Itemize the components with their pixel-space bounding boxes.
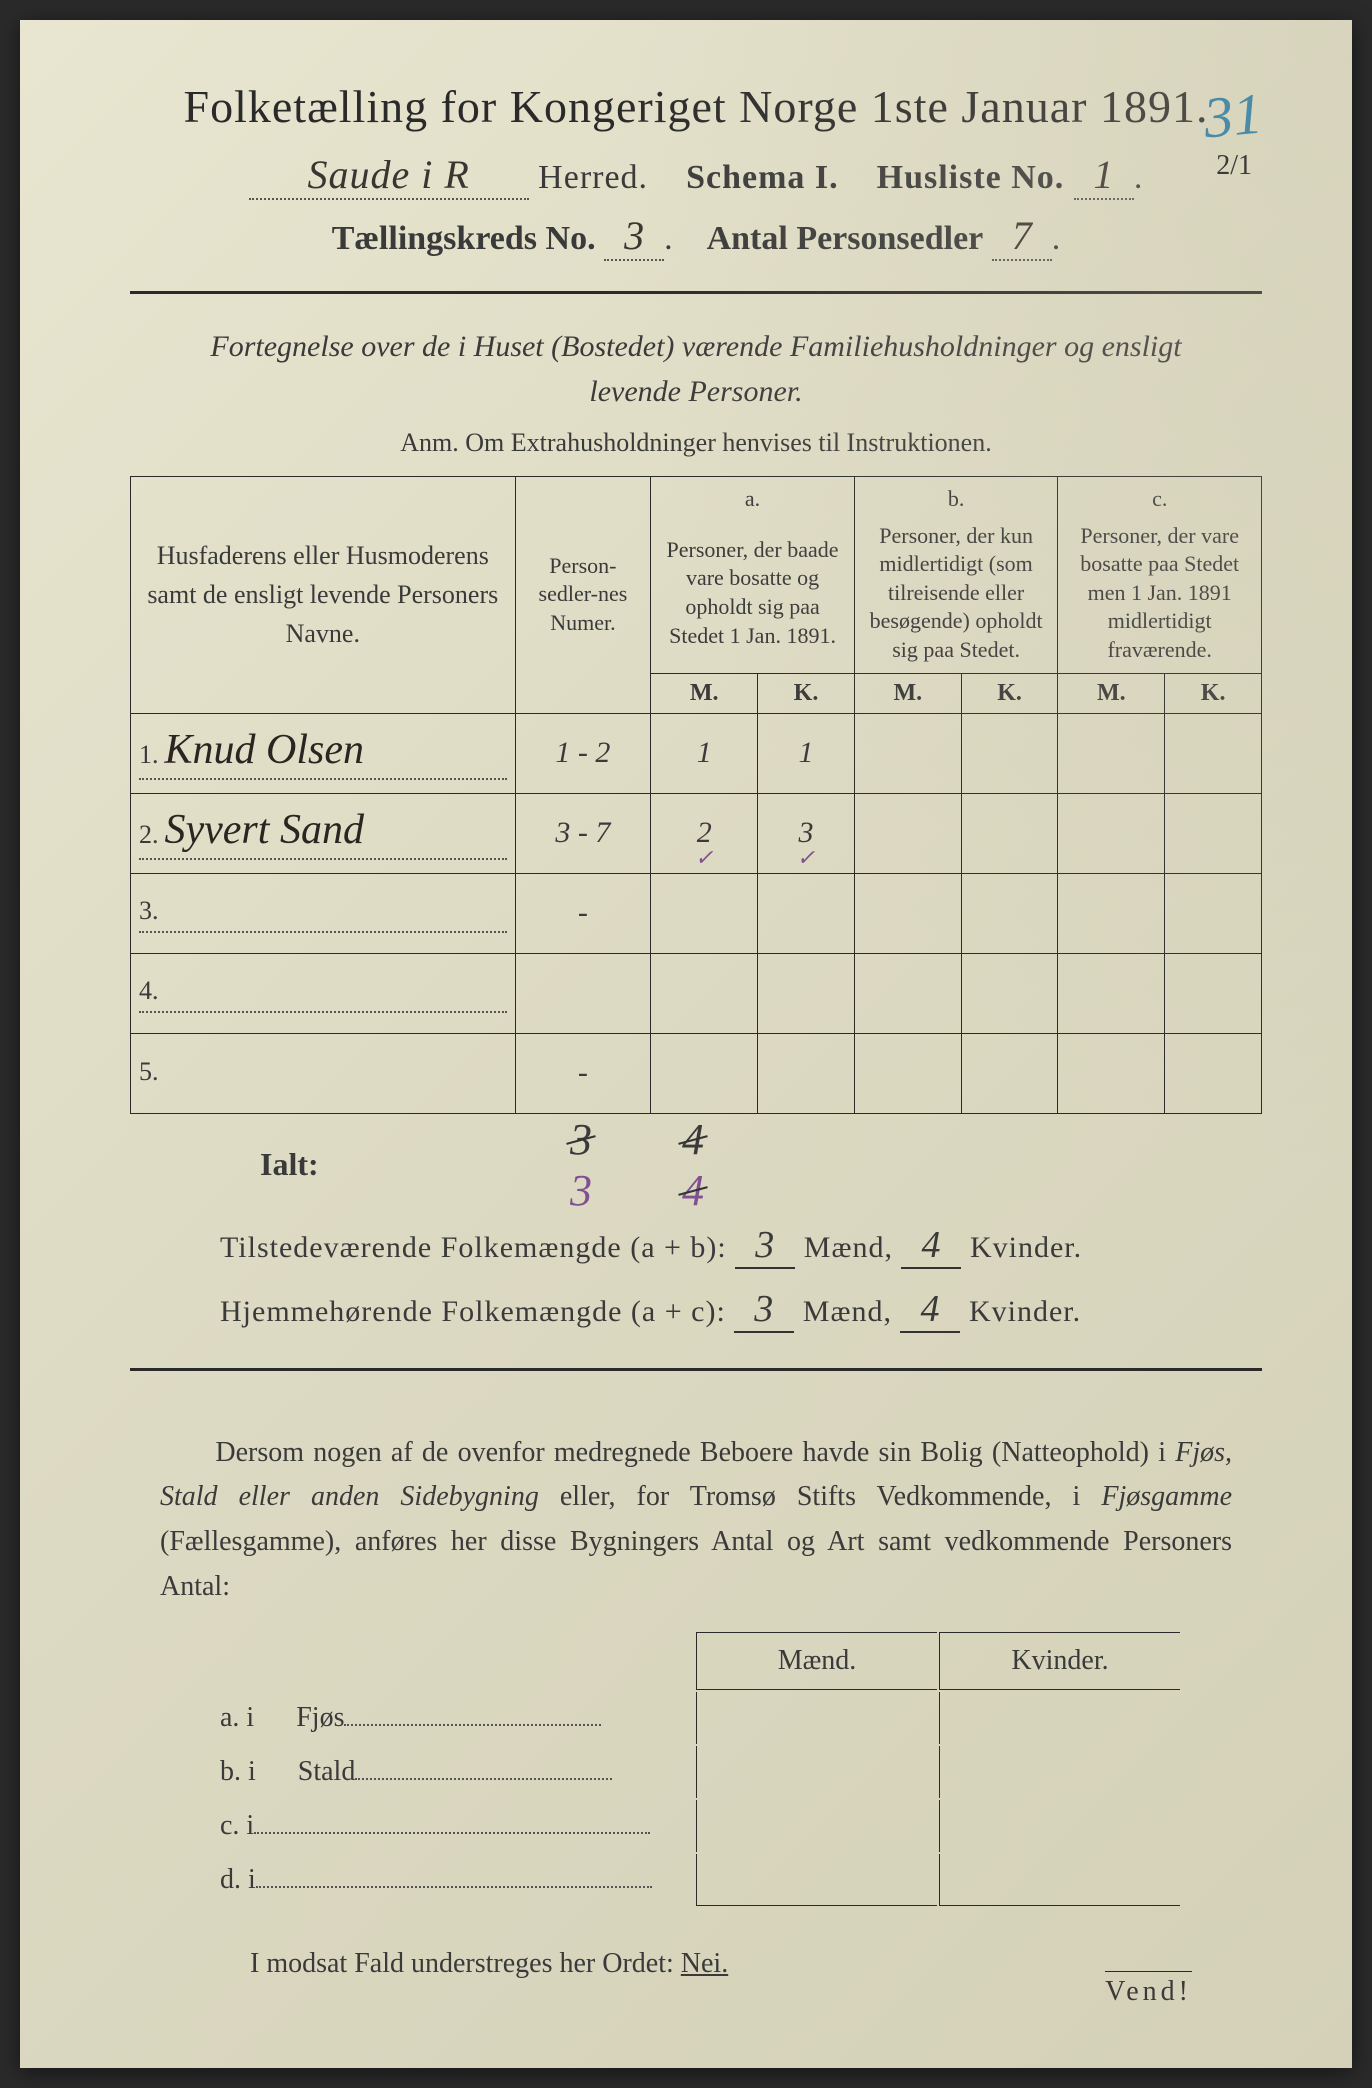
header-num-col: Person-sedler-nes Numer. [515,477,651,714]
census-page: 31 2/1 Folketælling for Kongeriget Norge… [20,20,1352,2068]
fraction-annotation: 2/1 [1216,150,1252,182]
header-col-b-label: b. [854,477,1058,514]
vend-label: Vend! [1105,1971,1192,2008]
row-3-ck [1165,873,1262,953]
row-1-ck [1165,713,1262,793]
bottom-table-row-d: d. i [212,1854,1180,1906]
row-1-bk [961,713,1058,793]
table-row: 1.Knud Olsen 1 - 2 1 1 [131,713,1262,793]
col-c-k: K. [1165,673,1262,713]
row-4-sedler [515,953,651,1033]
husliste-label: Husliste No. [877,159,1065,196]
row-4-bk [961,953,1058,1033]
row-4-name: 4. [131,953,516,1033]
table-row: 3. - [131,873,1262,953]
row-4-bm [854,953,961,1033]
row-5-sedler: - [515,1033,651,1113]
table-row: 2.Syvert Sand 3 - 7 2✓ 3✓ [131,793,1262,873]
herred-label: Herred. [538,159,648,196]
row-1-am: 1 [651,713,758,793]
summary-1-k: 4 [901,1223,961,1269]
col-b-k: K. [961,673,1058,713]
row-3-ak [758,873,855,953]
row-4-am [651,953,758,1033]
col-b-m: M. [854,673,961,713]
col-a-m: M. [651,673,758,713]
row-4-cm [1058,953,1165,1033]
row-3-cm [1058,873,1165,953]
row-5-bm [854,1033,961,1113]
anm-text: Anm. Om Extrahusholdninger henvises til … [130,428,1262,458]
row-2-sedler: 3 - 7 [515,793,651,873]
row-2-cm [1058,793,1165,873]
col-a-k: K. [758,673,855,713]
schema-label: Schema I. [686,159,839,196]
row-2-ak: 3✓ [758,793,855,873]
kvinder-header: Kvinder. [939,1632,1180,1690]
kreds-value: 3 [604,212,664,261]
header-col-c-desc: Personer, der vare bosatte paa Stedet me… [1058,514,1262,673]
personsedler-label: Antal Personsedler [707,220,984,257]
summary-2-k: 4 [900,1287,960,1333]
header-col-b-desc: Personer, der kun midlertidigt (som tilr… [854,514,1058,673]
bottom-table-row-b: b. i Stald [212,1746,1180,1798]
summary-line-2: Hjemmehørende Folkemængde (a + c): 3 Mæn… [130,1287,1262,1333]
subtitle-line-2: Tællingskreds No. 3. Antal Personsedler … [130,212,1262,261]
personsedler-value: 7 [992,212,1052,261]
row-3-sedler: - [515,873,651,953]
total-ak: 4 4 [682,1114,704,1216]
row-3-bk [961,873,1058,953]
row-3-name: 3. [131,873,516,953]
total-am: 3 3 [570,1114,592,1216]
row-2-am: 2✓ [651,793,758,873]
nei-word: Nei. [681,1948,728,1979]
subtitle-line-1: Saude i R Herred. Schema I. Husliste No.… [130,151,1262,200]
row-1-sedler: 1 - 2 [515,713,651,793]
row-4-ck [1165,953,1262,1033]
bottom-table-header: Mænd. Kvinder. [212,1632,1180,1690]
row-5-cm [1058,1033,1165,1113]
header-name-col: Husfaderens eller Husmoderens samt de en… [131,477,516,714]
row-2-ck [1165,793,1262,873]
row-2-bk [961,793,1058,873]
row-5-ak [758,1033,855,1113]
header-col-c-label: c. [1058,477,1262,514]
table-row: 4. [131,953,1262,1033]
header-col-a-label: a. [651,477,855,514]
row-5-bk [961,1033,1058,1113]
summary-2-m: 3 [734,1287,794,1333]
bottom-table-row-c: c. i [212,1800,1180,1852]
row-1-cm [1058,713,1165,793]
row-5-name: 5. [131,1033,516,1113]
header-col-a-desc: Personer, der baade vare bosatte og opho… [651,514,855,673]
divider-2 [130,1368,1262,1371]
row-2-bm [854,793,961,873]
herred-value: Saude i R [249,151,529,200]
table-header-row-1: Husfaderens eller Husmoderens samt de en… [131,477,1262,514]
page-number-annotation: 31 [1201,80,1265,152]
row-3-am [651,873,758,953]
row-4-ak [758,953,855,1033]
row-5-ck [1165,1033,1262,1113]
bottom-paragraph: Dersom nogen af de ovenfor medregnede Be… [160,1431,1232,1610]
maend-header: Mænd. [696,1632,937,1690]
summary-line-1: Tilstedeværende Folkemængde (a + b): 3 M… [130,1223,1262,1269]
row-5-am [651,1033,758,1113]
bottom-building-table: Mænd. Kvinder. a. i Fjøs b. i Stald c. i… [210,1630,1182,1908]
row-3-bm [854,873,961,953]
main-data-table: Husfaderens eller Husmoderens samt de en… [130,476,1262,1114]
divider-1 [130,291,1262,294]
row-2-name: 2.Syvert Sand [131,793,516,873]
bottom-table-row-a: a. i Fjøs [212,1692,1180,1744]
row-1-bm [854,713,961,793]
row-1-name: 1.Knud Olsen [131,713,516,793]
kreds-label: Tællingskreds No. [332,220,596,257]
row-1-ak: 1 [758,713,855,793]
description-text: Fortegnelse over de i Huset (Bostedet) v… [170,324,1222,414]
summary-1-m: 3 [735,1223,795,1269]
table-row: 5. - [131,1033,1262,1113]
husliste-value: 1 [1074,151,1134,200]
main-title: Folketælling for Kongeriget Norge 1ste J… [130,80,1262,133]
col-c-m: M. [1058,673,1165,713]
